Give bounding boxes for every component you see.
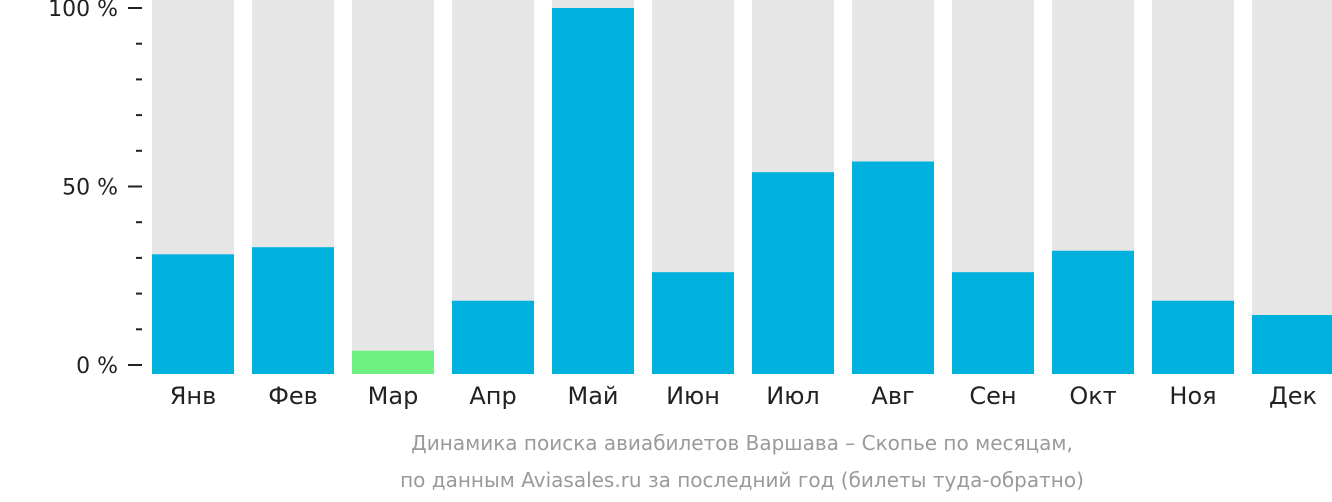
x-tick-label-12: Дек (1269, 382, 1317, 410)
bar-8 (852, 161, 934, 374)
y-axis: 100 % 50 % 0 % (48, 0, 142, 379)
bar-background-3 (352, 0, 434, 374)
x-tick-label-8: Авг (871, 382, 914, 410)
chart-caption-line-2: по данным Aviasales.ru за последний год … (400, 468, 1084, 492)
x-tick-label-7: Июл (766, 382, 820, 410)
bar-10 (1052, 250, 1134, 374)
x-tick-label-6: Июн (666, 382, 720, 410)
bar-3 (352, 350, 434, 374)
x-tick-label-4: Апр (469, 382, 516, 410)
y-tick-label-3: 0 % (76, 354, 118, 379)
y-tick-label-2: 50 % (62, 176, 118, 201)
x-tick-label-5: Май (567, 382, 618, 410)
bar-1 (152, 254, 234, 374)
x-tick-label-1: Янв (170, 382, 217, 410)
bar-7 (752, 172, 834, 374)
x-tick-label-11: Ноя (1169, 382, 1216, 410)
bar-5 (552, 8, 634, 374)
y-tick-label-1: 100 % (48, 0, 118, 22)
data-bars (152, 8, 1332, 374)
x-tick-label-3: Мар (368, 382, 419, 410)
bar-4 (452, 300, 534, 374)
bar-11 (1152, 300, 1234, 374)
bar-2 (252, 247, 334, 374)
x-tick-label-10: Окт (1069, 382, 1116, 410)
bar-12 (1252, 315, 1332, 374)
x-axis-labels: Янв Фев Мар Апр Май Июн Июл Авг Сен Окт Ноя Дек (170, 382, 1317, 410)
x-tick-label-2: Фев (268, 382, 318, 410)
bar-background-12 (1252, 0, 1332, 374)
bar-6 (652, 272, 734, 374)
x-tick-label-9: Сен (969, 382, 1016, 410)
bar-9 (952, 272, 1034, 374)
chart-caption-line-1: Динамика поиска авиабилетов Варшава – Ск… (411, 431, 1073, 455)
